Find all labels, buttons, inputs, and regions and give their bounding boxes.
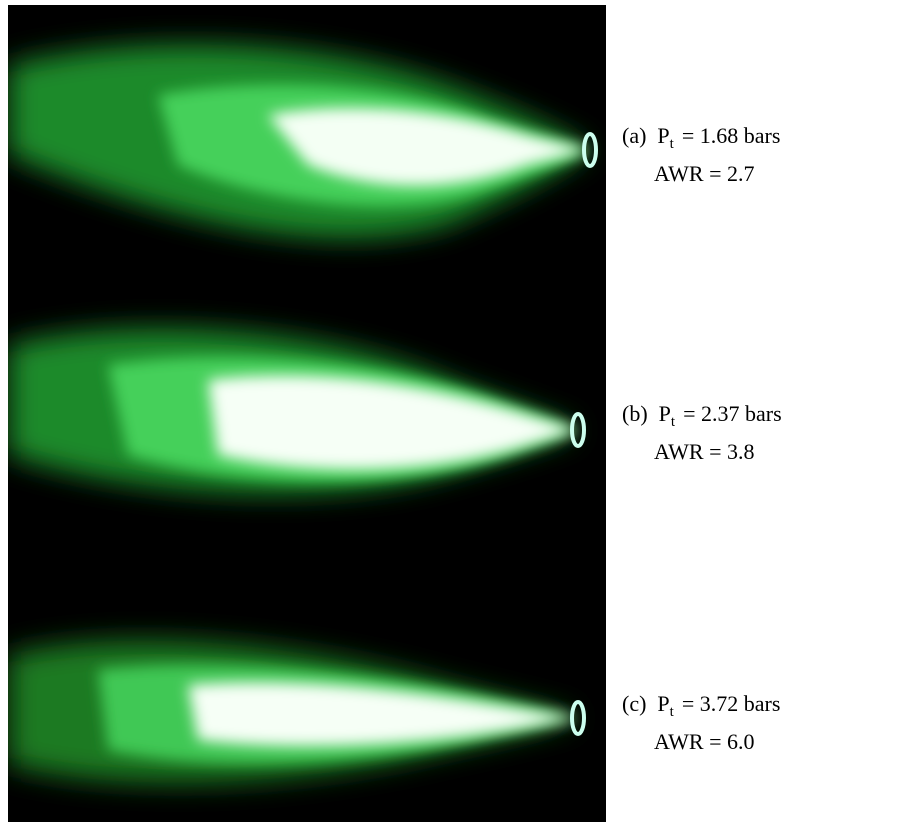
symbol: P (659, 401, 671, 426)
symbol: P (657, 691, 669, 716)
caption-b: (b) Pt = 2.37 bars AWR = 3.8 (622, 399, 782, 467)
awr: AWR = 6.0 (622, 727, 780, 757)
pressure: = 1.68 bars (682, 123, 781, 148)
panel-label: (c) (622, 691, 646, 716)
spray-photographs (8, 5, 606, 822)
pressure: = 3.72 bars (682, 691, 781, 716)
page: (a) Pt = 1.68 bars AWR = 2.7 (b) Pt = 2.37… (0, 0, 899, 822)
subscript: t (671, 414, 675, 430)
caption-a: (a) Pt = 1.68 bars AWR = 2.7 (622, 121, 780, 189)
panel-label: (b) (622, 401, 648, 426)
pressure: = 2.37 bars (683, 401, 782, 426)
symbol: P (657, 123, 669, 148)
panel-label: (a) (622, 123, 646, 148)
subscript: t (670, 136, 674, 152)
caption-c: (c) Pt = 3.72 bars AWR = 6.0 (622, 689, 780, 757)
subscript: t (670, 704, 674, 720)
awr: AWR = 2.7 (622, 159, 780, 189)
awr: AWR = 3.8 (622, 437, 782, 467)
